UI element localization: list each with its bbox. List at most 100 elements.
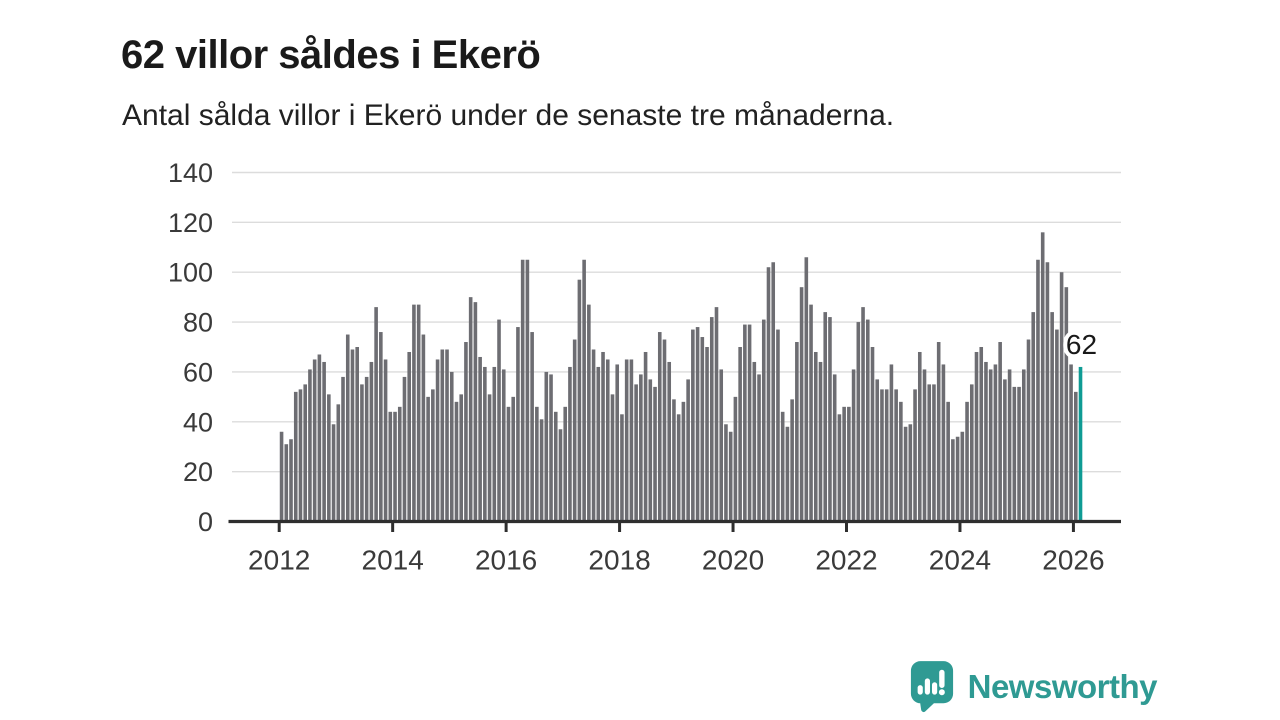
bar bbox=[667, 361, 672, 523]
bar bbox=[657, 332, 662, 523]
bar bbox=[544, 371, 549, 523]
bar bbox=[327, 394, 331, 523]
bar bbox=[988, 369, 993, 523]
bar bbox=[501, 369, 506, 523]
bar bbox=[1012, 386, 1017, 523]
y-tick-label: 20 bbox=[183, 457, 213, 487]
bar bbox=[596, 366, 601, 523]
bar bbox=[431, 389, 435, 523]
newsworthy-logo-icon bbox=[910, 661, 953, 713]
exclamation-dot bbox=[938, 689, 945, 696]
bar bbox=[563, 406, 568, 523]
bar bbox=[1059, 272, 1064, 523]
bar bbox=[497, 319, 501, 523]
bar bbox=[795, 342, 799, 523]
bar bbox=[1036, 259, 1040, 523]
bar bbox=[709, 317, 714, 523]
bar bbox=[492, 366, 497, 523]
bar bbox=[364, 376, 369, 523]
bar bbox=[388, 411, 393, 523]
bar bbox=[336, 404, 341, 523]
bar bbox=[813, 351, 818, 523]
x-tick-label: 2016 bbox=[475, 545, 537, 576]
bar bbox=[747, 324, 752, 523]
bar bbox=[634, 384, 638, 523]
bar bbox=[932, 384, 936, 523]
bar bbox=[610, 394, 615, 523]
bars bbox=[279, 232, 1083, 523]
last-value-label: 62 bbox=[1066, 329, 1097, 360]
bar bbox=[312, 359, 317, 523]
y-tick-label: 60 bbox=[183, 357, 213, 387]
y-tick-label: 140 bbox=[168, 158, 213, 188]
mini-bar-chart-glyph bbox=[917, 669, 945, 696]
newsworthy-logo-text: Newsworthy bbox=[967, 667, 1158, 705]
bar bbox=[941, 364, 946, 523]
bar bbox=[487, 394, 492, 523]
bar bbox=[672, 399, 676, 523]
bar bbox=[889, 364, 894, 523]
x-tick-label: 2026 bbox=[1042, 545, 1104, 576]
x-tick-label: 2014 bbox=[362, 545, 424, 576]
bar bbox=[965, 401, 969, 523]
bar bbox=[525, 259, 530, 523]
bar bbox=[714, 307, 719, 523]
x-tick-label: 2024 bbox=[929, 545, 991, 576]
bar bbox=[397, 406, 402, 523]
page-subtitle: Antal sålda villor i Ekerö under de sena… bbox=[122, 99, 895, 132]
bar bbox=[818, 361, 823, 523]
bar bbox=[553, 411, 558, 523]
bar bbox=[856, 322, 861, 523]
bar bbox=[558, 429, 563, 523]
bar bbox=[1069, 364, 1073, 523]
y-tick-label: 40 bbox=[183, 407, 213, 437]
x-axis-labels: 2012 2014 2016 2018 2020 2022 2024 2026 bbox=[248, 545, 1105, 576]
bar bbox=[700, 337, 705, 523]
bar bbox=[903, 426, 908, 523]
bar bbox=[1045, 262, 1050, 523]
bar bbox=[790, 399, 794, 523]
bar bbox=[1021, 369, 1026, 523]
bar bbox=[516, 327, 520, 523]
bar bbox=[639, 374, 643, 523]
x-tick-label: 2018 bbox=[588, 545, 650, 576]
bar bbox=[946, 401, 950, 523]
bar bbox=[449, 371, 454, 523]
bar bbox=[823, 312, 828, 523]
x-tick-label: 2022 bbox=[815, 545, 877, 576]
bar bbox=[691, 329, 695, 523]
bar bbox=[426, 396, 430, 523]
bar bbox=[984, 361, 988, 523]
y-tick-label: 0 bbox=[198, 507, 213, 537]
bar bbox=[317, 354, 322, 523]
bar bbox=[331, 424, 336, 523]
bar bbox=[1017, 386, 1021, 523]
bar bbox=[1050, 312, 1054, 523]
bar bbox=[851, 369, 856, 523]
bar bbox=[922, 369, 927, 523]
bar bbox=[917, 351, 922, 523]
bar bbox=[837, 414, 842, 523]
bar bbox=[766, 267, 771, 523]
bar bbox=[1031, 312, 1036, 523]
x-tick-label: 2020 bbox=[702, 545, 764, 576]
bar bbox=[738, 347, 742, 523]
bar bbox=[402, 376, 407, 523]
bar bbox=[1040, 232, 1045, 523]
bar bbox=[676, 414, 681, 523]
bar bbox=[355, 347, 360, 523]
x-axis bbox=[228, 519, 1121, 532]
bar bbox=[601, 351, 605, 523]
y-tick-label: 80 bbox=[183, 308, 213, 338]
bar bbox=[1007, 369, 1012, 523]
bar bbox=[412, 304, 416, 523]
bar bbox=[383, 359, 388, 523]
bar bbox=[459, 394, 464, 523]
bar bbox=[695, 327, 700, 523]
bar bbox=[454, 401, 459, 523]
bar bbox=[780, 411, 785, 523]
bar bbox=[1064, 287, 1069, 523]
bar bbox=[473, 302, 478, 523]
bar bbox=[506, 406, 511, 523]
